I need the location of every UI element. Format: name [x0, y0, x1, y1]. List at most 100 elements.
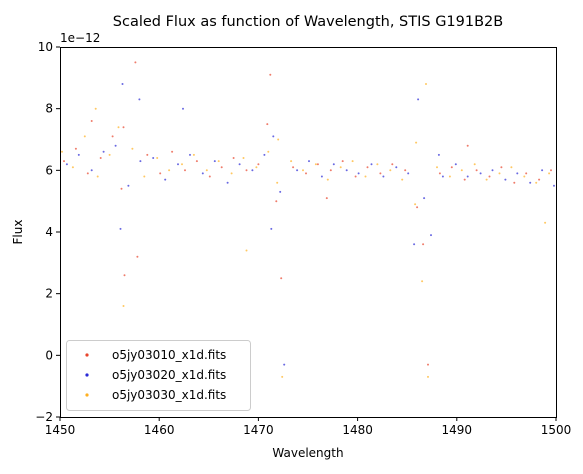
data-point [382, 175, 385, 178]
data-point [370, 163, 373, 166]
data-point [86, 172, 89, 175]
data-point [159, 172, 162, 175]
data-point [138, 98, 141, 101]
data-point [242, 157, 245, 159]
data-point [251, 169, 254, 172]
data-point [320, 175, 323, 178]
data-point [181, 163, 183, 166]
data-point [117, 126, 120, 129]
data-point [171, 150, 174, 153]
data-point [245, 249, 248, 252]
data-point [550, 169, 552, 172]
x-tick-label: 1490 [442, 423, 473, 437]
data-point [114, 144, 117, 147]
legend: o5jy03010_x1d.fits o5jy03020_x1d.fits o5jy… [66, 340, 251, 411]
data-point [417, 98, 420, 101]
data-point [466, 175, 469, 178]
data-point [102, 150, 105, 153]
data-point [74, 147, 77, 150]
data-point [136, 255, 139, 258]
data-point [379, 172, 382, 175]
data-point [281, 375, 284, 378]
legend-marker [85, 373, 89, 377]
data-point [77, 153, 80, 156]
data-point [131, 147, 134, 150]
data-point [156, 157, 159, 159]
data-point [238, 163, 241, 166]
data-point [119, 227, 122, 230]
data-point [267, 150, 270, 153]
data-point [99, 157, 102, 159]
data-point [513, 181, 516, 184]
data-point [201, 172, 204, 175]
data-point [407, 172, 410, 175]
data-point [232, 157, 235, 159]
data-point [510, 166, 513, 169]
data-point [108, 153, 111, 156]
data-point [376, 163, 379, 166]
data-point [389, 169, 392, 172]
x-axis: 1450 1460 1470 1480 1490 1500 [45, 417, 572, 437]
data-point [127, 184, 130, 187]
legend-marker [85, 353, 89, 357]
data-point [415, 141, 418, 144]
data-point [427, 363, 429, 366]
data-point [308, 160, 310, 163]
data-point [96, 175, 99, 178]
data-point [473, 163, 476, 166]
data-point [430, 234, 432, 237]
data-points-layer [61, 61, 555, 378]
data-point [491, 169, 494, 172]
data-point [83, 135, 86, 138]
x-tick-label: 1500 [541, 423, 572, 437]
data-point [139, 160, 142, 163]
y-axis-label: Flux [11, 220, 25, 245]
y-tick-label: 6 [45, 163, 53, 177]
data-point [90, 169, 93, 172]
x-tick-label: 1450 [45, 423, 76, 437]
data-point [296, 169, 299, 172]
x-axis-label: Wavelength [272, 446, 343, 460]
data-point [395, 166, 398, 169]
data-point [220, 166, 223, 169]
data-point [276, 181, 279, 184]
data-point [427, 375, 429, 378]
data-point [450, 166, 453, 169]
data-point [416, 206, 419, 209]
data-point [413, 243, 416, 246]
data-point [272, 135, 275, 138]
x-tick-label: 1480 [342, 423, 373, 437]
data-point [189, 153, 191, 156]
data-point [523, 175, 526, 178]
data-point [448, 175, 451, 178]
chart-title: Scaled Flux as function of Wavelength, S… [113, 14, 503, 30]
data-point [326, 178, 329, 181]
data-point [94, 107, 97, 110]
data-point [65, 163, 68, 166]
data-point [401, 178, 404, 181]
data-point [425, 83, 427, 85]
y-axis: −2 0 2 4 6 8 10 [35, 40, 60, 424]
data-point [195, 160, 198, 163]
y-axis-offset-text: 1e−12 [60, 31, 100, 45]
data-point [63, 160, 65, 163]
data-point [535, 181, 538, 184]
data-point [143, 175, 146, 178]
y-tick-label: 4 [45, 225, 53, 239]
data-point [421, 280, 424, 283]
data-point [436, 166, 438, 169]
data-point [275, 200, 278, 203]
data-point [302, 169, 304, 172]
data-point [230, 172, 233, 175]
data-point [488, 175, 491, 178]
data-point [280, 277, 283, 280]
series-3 [61, 83, 551, 378]
data-point [122, 305, 125, 307]
data-point [71, 166, 74, 169]
data-point [541, 169, 544, 172]
x-tick-label: 1470 [243, 423, 274, 437]
legend-box [66, 340, 251, 411]
data-point [217, 160, 220, 163]
data-point [345, 169, 348, 172]
